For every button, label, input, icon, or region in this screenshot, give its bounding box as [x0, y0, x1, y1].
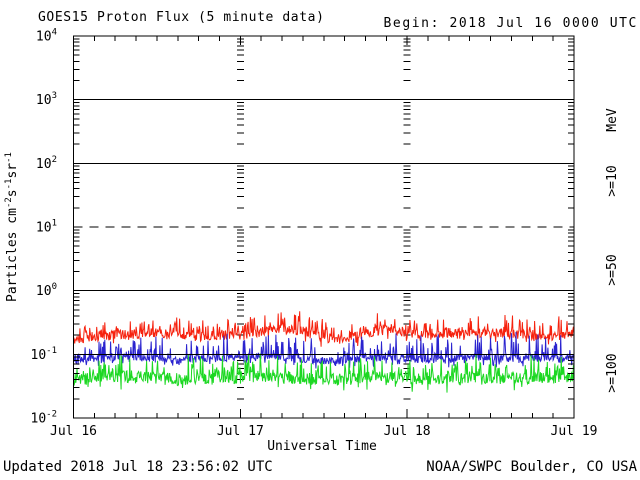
- legend-label-50: >=50: [605, 254, 620, 285]
- chart-title: GOES15 Proton Flux (5 minute data): [38, 10, 325, 25]
- decade-grid-lines: [73, 99, 574, 355]
- series-protons_ge_50MeV-trace: [73, 331, 575, 369]
- legend-label-MeV: MeV: [605, 108, 620, 132]
- svg-text:Jul 19: Jul 19: [551, 424, 598, 439]
- svg-text:Jul 17: Jul 17: [217, 424, 264, 439]
- footer-updated-timestamp: Updated 2018 Jul 18 23:56:02 UTC: [3, 459, 273, 475]
- svg-text:Jul 18: Jul 18: [384, 424, 431, 439]
- legend-label-100: >=100: [605, 353, 620, 392]
- series-legend-labels: MeV >=10 >=50 >=100: [605, 108, 620, 392]
- legend-label-10: >=10: [605, 165, 620, 196]
- series-protons_ge_100MeV-trace: [73, 353, 575, 393]
- footer-credit: NOAA/SWPC Boulder, CO USA: [426, 459, 637, 475]
- svg-text:Jul 16: Jul 16: [50, 424, 97, 439]
- plot-frame-and-ticks: [73, 35, 575, 419]
- begin-timestamp: Begin: 2018 Jul 16 0000 UTC: [383, 16, 638, 31]
- x-axis-title: Universal Time: [267, 439, 377, 454]
- x-tick-labels: Jul 16 Jul 17 Jul 18 Jul 19: [50, 424, 597, 439]
- y-axis-title: Particles cm-2​s-1​sr-1​: [4, 152, 20, 302]
